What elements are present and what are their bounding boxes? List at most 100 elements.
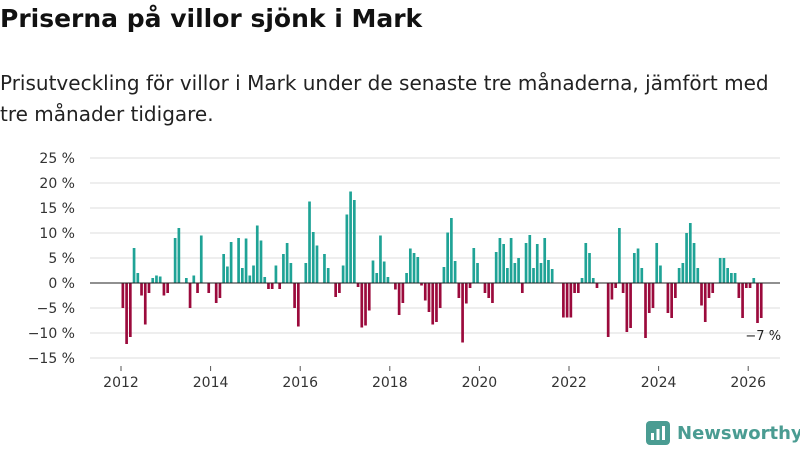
bar <box>580 278 584 283</box>
bar <box>700 283 703 306</box>
bar <box>517 258 520 283</box>
bar <box>274 265 278 283</box>
bar <box>285 243 289 283</box>
bar <box>535 244 539 283</box>
bar <box>584 243 588 283</box>
y-tick-label: 15 % <box>39 201 75 217</box>
bar <box>718 258 722 283</box>
bar <box>240 268 244 283</box>
newsworthy-logo[interactable]: Newsworthy <box>645 419 800 447</box>
bar <box>651 283 655 308</box>
x-tick-label: 2026 <box>730 375 766 391</box>
bar <box>446 232 449 283</box>
bar <box>252 265 255 283</box>
bar <box>341 265 345 283</box>
x-tick-label: 2012 <box>103 375 139 391</box>
bar <box>375 273 379 283</box>
bar <box>547 260 550 283</box>
bar <box>334 283 337 297</box>
bar <box>136 273 140 283</box>
bar <box>367 283 371 311</box>
bar <box>143 283 147 325</box>
bar <box>293 283 296 308</box>
bar <box>748 283 752 288</box>
bar <box>401 283 405 303</box>
bar <box>733 273 737 283</box>
bar <box>461 283 464 343</box>
bar <box>379 235 382 283</box>
bar <box>576 283 580 293</box>
bar <box>128 283 132 337</box>
bar <box>483 283 487 293</box>
bar <box>636 248 640 283</box>
bar <box>588 253 591 283</box>
bar <box>629 283 632 328</box>
bar <box>244 238 248 283</box>
x-tick-label: 2016 <box>282 375 318 391</box>
bar <box>520 283 524 293</box>
bar <box>666 283 670 313</box>
bar <box>606 283 610 337</box>
bar <box>569 283 573 318</box>
bar <box>222 254 226 283</box>
bar <box>618 228 621 283</box>
chart-title: Priserna på villor sjönk i Mark <box>0 4 423 33</box>
bar <box>595 283 599 288</box>
bar <box>677 268 681 283</box>
bar <box>610 283 614 300</box>
y-tick-label: 20 % <box>39 176 75 192</box>
bar <box>427 283 431 312</box>
bar <box>438 283 442 308</box>
bar <box>397 283 401 315</box>
bar <box>371 260 375 283</box>
newsworthy-logo-icon <box>646 421 670 445</box>
bar <box>267 283 270 289</box>
bar <box>184 278 188 283</box>
x-tick-label: 2024 <box>641 375 677 391</box>
bars <box>121 191 763 344</box>
bar <box>453 261 457 283</box>
bar <box>386 277 390 283</box>
bar <box>405 273 408 283</box>
bar <box>741 283 744 318</box>
bar <box>591 278 595 283</box>
bar <box>162 283 166 296</box>
bar <box>199 235 203 283</box>
chart-subtitle: Prisutveckling för villor i Mark under d… <box>0 71 769 126</box>
bar <box>573 283 576 293</box>
x-tick-label: 2020 <box>462 375 498 391</box>
bar <box>752 278 756 283</box>
bar <box>166 283 170 293</box>
bar <box>352 200 356 283</box>
bar <box>655 243 659 283</box>
bar <box>296 283 300 327</box>
bar <box>632 253 636 283</box>
grid-lines <box>90 157 780 359</box>
bar <box>621 283 625 293</box>
bar <box>382 261 386 283</box>
bar <box>550 269 554 283</box>
bar <box>408 248 412 283</box>
bar <box>539 263 543 283</box>
y-tick-label: −15 % <box>28 351 75 367</box>
bar <box>692 243 696 283</box>
bar <box>192 275 196 283</box>
bar <box>730 273 733 283</box>
bar <box>457 283 461 298</box>
y-tick-label: 5 % <box>48 251 75 267</box>
bar <box>502 244 505 283</box>
bar <box>248 275 252 283</box>
bar <box>442 267 446 283</box>
bar <box>640 268 644 283</box>
bar <box>707 283 711 298</box>
bar <box>674 283 677 298</box>
bar <box>304 263 308 283</box>
bar <box>151 278 155 283</box>
bar <box>323 254 326 283</box>
bar <box>476 263 479 283</box>
bar <box>532 268 535 283</box>
bar <box>360 283 364 328</box>
bar <box>722 258 726 283</box>
bar <box>394 283 397 290</box>
bar <box>756 283 759 323</box>
